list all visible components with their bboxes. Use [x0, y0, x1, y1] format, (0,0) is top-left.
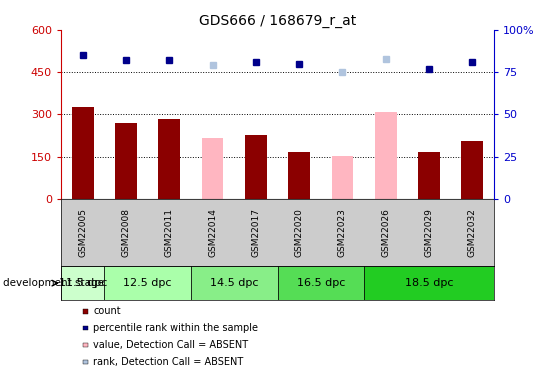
Text: 11.5 dpc: 11.5 dpc — [58, 278, 107, 288]
Bar — [331, 156, 353, 199]
Text: GSM22008: GSM22008 — [122, 208, 130, 257]
Text: 12.5 dpc: 12.5 dpc — [123, 278, 172, 288]
Bar — [375, 112, 396, 199]
Text: 18.5 dpc: 18.5 dpc — [405, 278, 453, 288]
Text: GSM22029: GSM22029 — [425, 208, 433, 257]
Text: percentile rank within the sample: percentile rank within the sample — [93, 323, 259, 333]
Bar — [418, 152, 440, 199]
Text: GSM22020: GSM22020 — [295, 208, 304, 257]
Title: GDS666 / 168679_r_at: GDS666 / 168679_r_at — [199, 13, 356, 28]
Bar — [461, 141, 483, 199]
Bar — [72, 107, 93, 199]
Bar — [104, 266, 191, 300]
Bar — [115, 123, 137, 199]
Bar — [289, 152, 310, 199]
Text: rank, Detection Call = ABSENT: rank, Detection Call = ABSENT — [93, 357, 244, 367]
Bar — [191, 266, 278, 300]
Text: value, Detection Call = ABSENT: value, Detection Call = ABSENT — [93, 340, 249, 350]
Text: GSM22014: GSM22014 — [208, 208, 217, 257]
Text: GSM22032: GSM22032 — [468, 208, 477, 257]
Bar — [61, 266, 104, 300]
Text: development stage: development stage — [3, 278, 104, 288]
Bar — [159, 118, 180, 199]
Text: 16.5 dpc: 16.5 dpc — [296, 278, 345, 288]
Text: GSM22005: GSM22005 — [78, 208, 87, 257]
Text: count: count — [93, 306, 121, 316]
Bar — [202, 138, 223, 199]
Bar — [278, 266, 364, 300]
Text: GSM22026: GSM22026 — [381, 208, 390, 257]
Text: GSM22023: GSM22023 — [338, 208, 347, 257]
Bar — [245, 135, 266, 199]
Text: GSM22011: GSM22011 — [165, 208, 174, 257]
Text: 14.5 dpc: 14.5 dpc — [210, 278, 259, 288]
Text: GSM22017: GSM22017 — [251, 208, 260, 257]
Bar — [364, 266, 494, 300]
